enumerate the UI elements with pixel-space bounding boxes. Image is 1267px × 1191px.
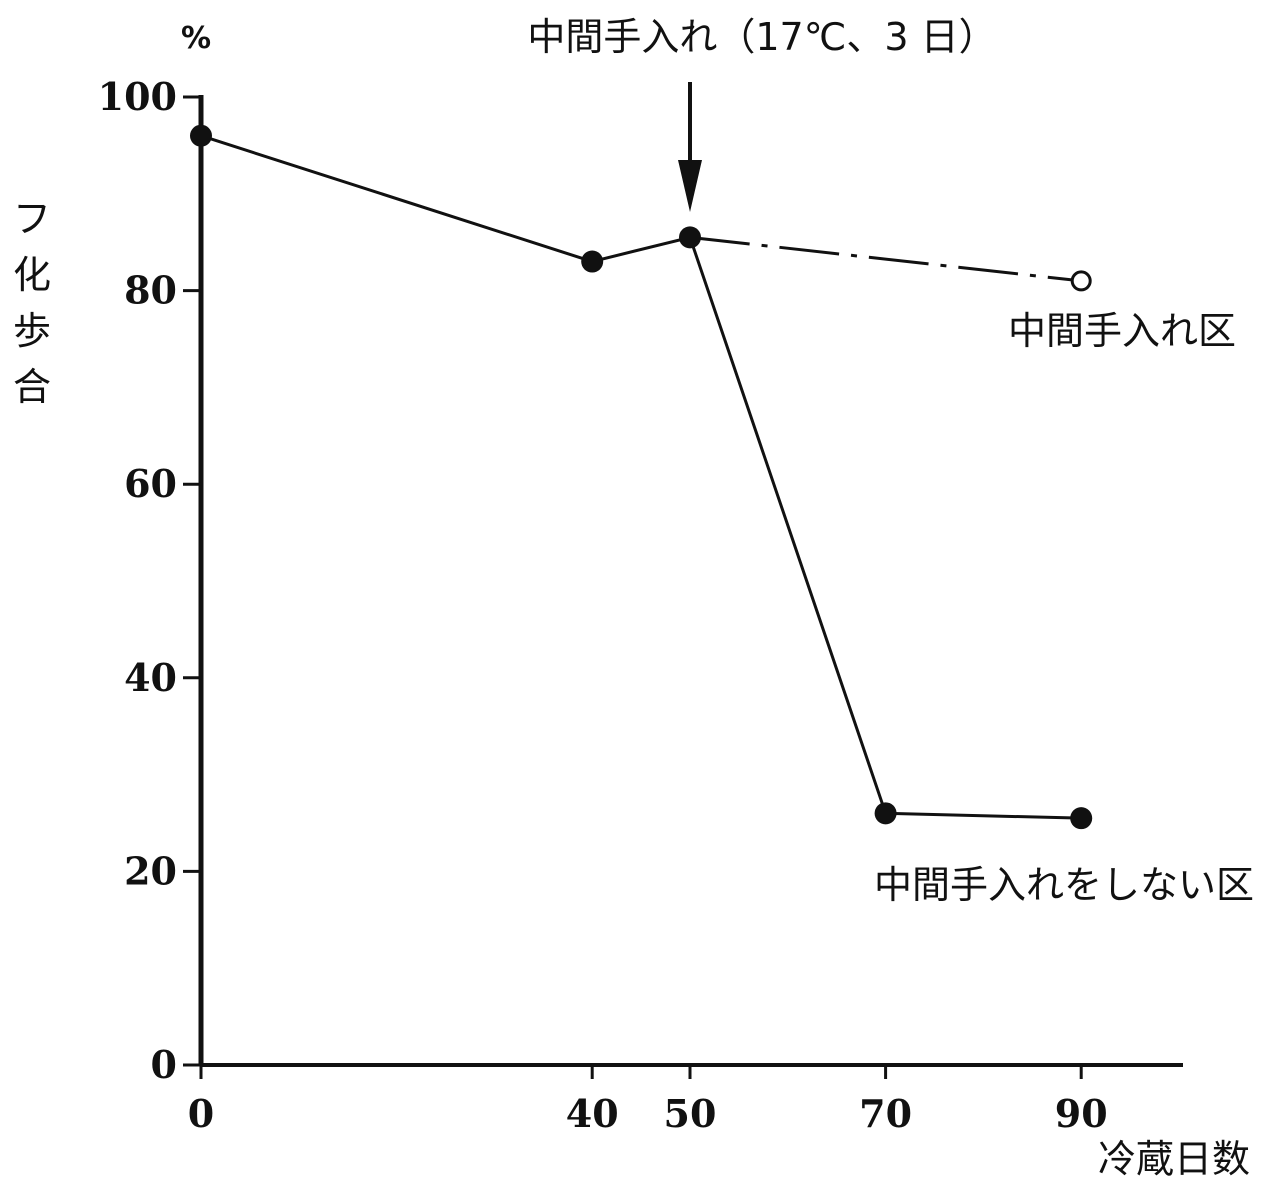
data-point-filled [190, 124, 212, 147]
y-unit-label: % [181, 21, 211, 56]
y-axis-label-char: 化 [13, 253, 51, 297]
data-point-filled [679, 226, 701, 249]
y-axis-label-char: 合 [13, 365, 51, 409]
y-tick-label: 0 [151, 1042, 177, 1087]
x-tick-label: 50 [664, 1091, 717, 1136]
x-tick-label: 0 [188, 1091, 214, 1136]
x-tick-label: 40 [566, 1091, 619, 1136]
y-axis-label-char: 歩 [13, 309, 51, 353]
annotation-text: 中間手入れ（17℃、3 日） [527, 15, 996, 59]
y-tick-label: 40 [124, 655, 177, 700]
y-tick-label: 80 [124, 268, 177, 313]
data-point-filled [1070, 807, 1093, 830]
x-tick-label: 90 [1055, 1091, 1108, 1136]
y-tick-label: 20 [124, 848, 177, 893]
data-point-filled [874, 802, 897, 825]
series-line-care [689, 235, 1082, 283]
axes [183, 95, 1183, 1079]
x-tick-label: 70 [859, 1091, 912, 1136]
y-tick-label: 100 [98, 74, 177, 119]
annotation-arrow-head [678, 160, 702, 212]
series-label-care: 中間手入れ区 [1008, 309, 1236, 353]
series-layer [190, 82, 1093, 830]
series-line-no-care [200, 134, 1082, 820]
y-axis-label-char: フ [13, 197, 51, 241]
data-point-filled [581, 250, 604, 273]
series-label-no-care: 中間手入れをしない区 [874, 863, 1254, 907]
y-tick-label: 60 [124, 461, 177, 506]
data-point-open [1070, 270, 1092, 292]
x-axis-label: 冷蔵日数 [1098, 1137, 1250, 1181]
